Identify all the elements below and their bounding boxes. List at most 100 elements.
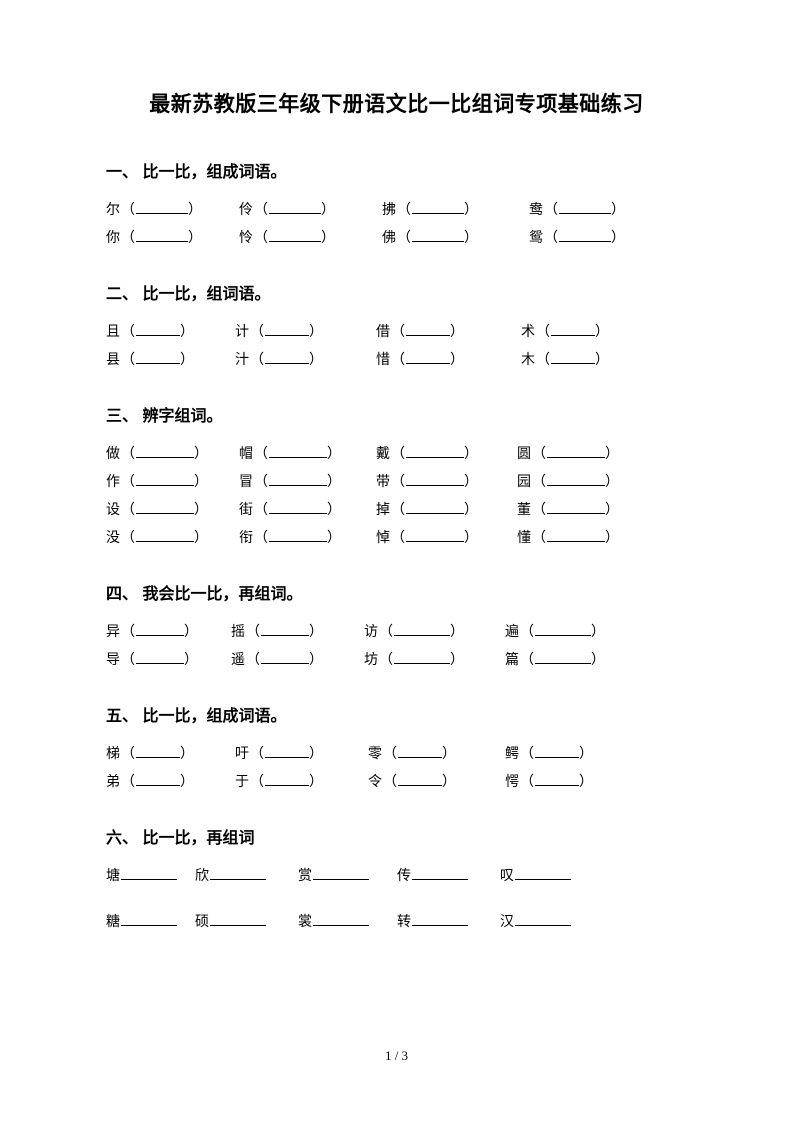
character: 鸳: [529, 231, 544, 246]
answer-blank[interactable]: [406, 346, 450, 364]
answer-blank[interactable]: [210, 908, 266, 926]
character-item: 汉: [500, 908, 571, 936]
answer-blank[interactable]: [551, 318, 595, 336]
answer-blank[interactable]: [535, 618, 591, 636]
answer-blank[interactable]: [265, 740, 309, 758]
character-item: 于（）: [235, 768, 324, 796]
answer-blank[interactable]: [412, 196, 464, 214]
answer-blank[interactable]: [269, 224, 321, 242]
answer-blank[interactable]: [547, 496, 605, 514]
answer-blank[interactable]: [412, 862, 468, 880]
answer-blank[interactable]: [547, 440, 605, 458]
answer-blank[interactable]: [313, 862, 369, 880]
answer-blank[interactable]: [121, 908, 177, 926]
character: 董: [517, 503, 532, 518]
answer-blank[interactable]: [136, 468, 194, 486]
character: 梯: [106, 747, 121, 762]
exercise-row: 且（）计（）借（）术（）: [106, 318, 687, 346]
answer-blank[interactable]: [136, 318, 180, 336]
paren-open: （: [121, 503, 136, 518]
answer-blank[interactable]: [535, 646, 591, 664]
paren-open: （: [254, 447, 269, 462]
paren-close: ）: [605, 475, 620, 490]
exercise-row: 塘欣赏传叹: [106, 862, 687, 890]
paren-close: ）: [450, 353, 465, 368]
paren-open: （: [391, 475, 406, 490]
paren-close: ）: [309, 325, 324, 340]
answer-blank[interactable]: [535, 740, 579, 758]
answer-blank[interactable]: [269, 440, 327, 458]
exercise-row: 设（）街（）掉（）董（）: [106, 496, 687, 524]
answer-blank[interactable]: [269, 196, 321, 214]
answer-blank[interactable]: [269, 524, 327, 542]
character: 你: [106, 231, 121, 246]
answer-blank[interactable]: [136, 524, 194, 542]
answer-blank[interactable]: [136, 618, 184, 636]
character: 术: [521, 325, 536, 340]
answer-blank[interactable]: [136, 346, 180, 364]
section-heading: 二、 比一比，组词语。: [106, 280, 687, 304]
answer-blank[interactable]: [406, 468, 464, 486]
answer-blank[interactable]: [398, 768, 442, 786]
answer-blank[interactable]: [406, 524, 464, 542]
answer-blank[interactable]: [406, 496, 464, 514]
answer-blank[interactable]: [394, 646, 450, 664]
paren-close: ）: [309, 747, 324, 762]
character-item: 掉（）: [376, 496, 479, 524]
exercise-row: 弟（）于（）令（）愕（）: [106, 768, 687, 796]
answer-blank[interactable]: [136, 196, 188, 214]
paren-open: （: [520, 653, 535, 668]
answer-blank[interactable]: [136, 440, 194, 458]
paren-close: ）: [194, 531, 209, 546]
answer-blank[interactable]: [269, 496, 327, 514]
answer-blank[interactable]: [261, 646, 309, 664]
character: 摇: [231, 625, 246, 640]
character: 鳄: [505, 747, 520, 762]
answer-blank[interactable]: [136, 768, 180, 786]
answer-blank[interactable]: [136, 224, 188, 242]
answer-blank[interactable]: [406, 440, 464, 458]
character-item: 硕: [195, 908, 266, 936]
answer-blank[interactable]: [313, 908, 369, 926]
answer-blank[interactable]: [535, 768, 579, 786]
paren-close: ）: [464, 231, 479, 246]
answer-blank[interactable]: [121, 862, 177, 880]
answer-blank[interactable]: [210, 862, 266, 880]
answer-blank[interactable]: [515, 908, 571, 926]
answer-blank[interactable]: [559, 224, 611, 242]
character-item: 伶（）: [239, 196, 336, 224]
character: 零: [368, 747, 383, 762]
paren-open: （: [391, 353, 406, 368]
answer-blank[interactable]: [136, 740, 180, 758]
character-item: 董（）: [517, 496, 620, 524]
answer-blank[interactable]: [136, 646, 184, 664]
answer-blank[interactable]: [551, 346, 595, 364]
answer-blank[interactable]: [559, 196, 611, 214]
paren-close: ）: [327, 503, 342, 518]
answer-blank[interactable]: [547, 524, 605, 542]
character-item: 尔（）: [106, 196, 203, 224]
character: 坊: [364, 653, 379, 668]
answer-blank[interactable]: [136, 496, 194, 514]
answer-blank[interactable]: [265, 768, 309, 786]
answer-blank[interactable]: [406, 318, 450, 336]
paren-close: ）: [605, 531, 620, 546]
answer-blank[interactable]: [265, 346, 309, 364]
answer-blank[interactable]: [515, 862, 571, 880]
character: 计: [235, 325, 250, 340]
exercise-row: 异（）摇（）访（）遍（）: [106, 618, 687, 646]
answer-blank[interactable]: [269, 468, 327, 486]
exercise-row: 导（）遥（）坊（）篇（）: [106, 646, 687, 674]
answer-blank[interactable]: [261, 618, 309, 636]
answer-blank[interactable]: [547, 468, 605, 486]
answer-blank[interactable]: [412, 224, 464, 242]
paren-close: ）: [464, 203, 479, 218]
character-item: 转: [397, 908, 468, 936]
answer-blank[interactable]: [394, 618, 450, 636]
answer-blank[interactable]: [398, 740, 442, 758]
page-footer: 1 / 3: [0, 1048, 793, 1064]
answer-blank[interactable]: [265, 318, 309, 336]
answer-blank[interactable]: [412, 908, 468, 926]
character-item: 园（）: [517, 468, 620, 496]
character: 街: [239, 503, 254, 518]
